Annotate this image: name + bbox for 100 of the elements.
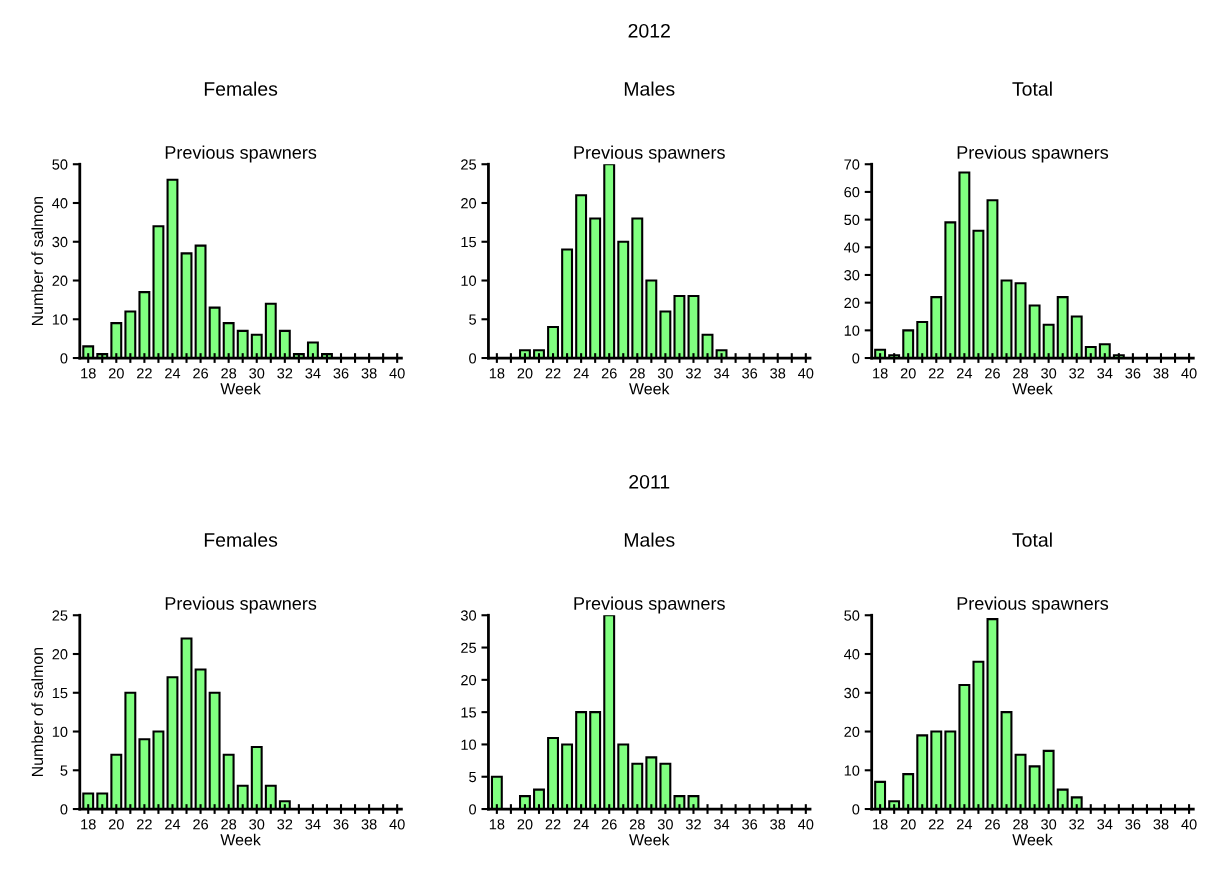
x-tick-label: 26 — [985, 819, 1000, 830]
y-tick-label: 50 — [844, 214, 860, 226]
x-tick-label: 34 — [305, 368, 321, 379]
chart-title: Females — [204, 532, 278, 547]
y-tick-label: 10 — [844, 765, 860, 776]
y-tick-label: 20 — [52, 275, 68, 286]
y-tick-label: 70 — [844, 159, 860, 170]
y-tick-label: 40 — [844, 649, 860, 660]
chart-subtitle: Previous spawners — [165, 596, 317, 614]
y-tick-label: 20 — [52, 649, 68, 660]
chart-title: Females — [204, 81, 278, 96]
x-axis-title: Week — [220, 833, 261, 846]
chart-subtitle: Previous spawners — [574, 596, 725, 614]
x-tick-label: 18 — [81, 368, 96, 379]
x-tick-label: 38 — [770, 368, 786, 379]
x-tick-label: 22 — [928, 368, 944, 379]
x-tick-label: 36 — [1125, 819, 1141, 830]
x-tick-label: 24 — [957, 819, 973, 830]
x-tick-label: 20 — [517, 819, 533, 830]
x-tick-label: 20 — [900, 819, 916, 830]
x-tick-label: 40 — [1181, 368, 1197, 379]
x-tick-label: 26 — [601, 819, 617, 830]
chart-title: Males — [624, 532, 675, 547]
x-tick-label: 30 — [249, 819, 265, 830]
x-tick-label: 30 — [1041, 368, 1057, 379]
x-tick-label: 24 — [957, 368, 973, 379]
x-tick-label: 26 — [985, 368, 1000, 379]
chart-title: Males — [624, 81, 675, 96]
x-tick-label: 34 — [1097, 819, 1113, 830]
chart-subtitle: Previous spawners — [574, 145, 725, 163]
chart-subtitle: Previous spawners — [957, 145, 1109, 163]
x-tick-label: 32 — [277, 819, 293, 830]
x-tick-label: 18 — [873, 819, 888, 830]
y-axis-title: Number of salmon — [31, 647, 44, 777]
x-tick-label: 34 — [1097, 368, 1113, 379]
x-tick-label: 38 — [361, 819, 377, 830]
x-tick-label: 38 — [361, 368, 377, 379]
x-tick-label: 24 — [165, 819, 181, 830]
chart-title: Total — [1012, 532, 1052, 547]
x-tick-label: 22 — [137, 368, 152, 379]
x-tick-label: 38 — [1153, 819, 1169, 830]
x-tick-label: 36 — [742, 368, 758, 379]
chart-subtitle: Previous spawners — [957, 596, 1109, 614]
x-tick-label: 30 — [1041, 819, 1057, 830]
y-tick-label: 10 — [461, 739, 477, 750]
x-tick-label: 28 — [221, 819, 237, 830]
x-tick-label: 32 — [1069, 819, 1085, 830]
y-tick-label: 15 — [52, 688, 68, 699]
x-tick-label: 36 — [333, 368, 349, 379]
x-axis-title: Week — [1012, 833, 1053, 846]
y-tick-label: 50 — [52, 159, 68, 170]
y-tick-label: 40 — [52, 198, 68, 209]
y-tick-label: 10 — [461, 275, 477, 286]
y-tick-label: 10 — [844, 325, 860, 336]
x-tick-label: 22 — [545, 368, 561, 379]
x-tick-label: 18 — [81, 819, 96, 830]
x-tick-label: 28 — [629, 819, 645, 830]
x-tick-label: 32 — [1069, 368, 1085, 379]
x-tick-label: 38 — [770, 819, 786, 830]
x-axis-title: Week — [220, 382, 261, 395]
chart-subtitle: Previous spawners — [165, 145, 317, 163]
x-tick-label: 40 — [1181, 819, 1197, 830]
x-axis-title: Week — [1012, 382, 1053, 395]
x-tick-label: 40 — [798, 368, 814, 379]
x-tick-label: 26 — [193, 819, 209, 830]
chart-title: Total — [1012, 81, 1052, 96]
x-tick-label: 18 — [489, 368, 505, 379]
x-tick-label: 34 — [714, 819, 730, 830]
x-tick-label: 34 — [714, 368, 730, 379]
x-tick-label: 28 — [221, 368, 237, 379]
y-tick-label: 30 — [844, 270, 860, 281]
y-tick-label: 50 — [844, 610, 860, 621]
text: 2011 — [629, 474, 670, 489]
y-tick-label: 0 — [852, 353, 860, 364]
x-tick-label: 22 — [137, 819, 152, 830]
x-tick-label: 32 — [685, 368, 701, 379]
y-tick-label: 15 — [461, 237, 477, 248]
y-tick-label: 20 — [461, 674, 477, 686]
y-tick-label: 30 — [844, 687, 860, 699]
y-tick-label: 20 — [844, 726, 860, 737]
y-tick-label: 0 — [469, 353, 477, 364]
y-tick-label: 15 — [461, 707, 477, 718]
x-tick-label: 24 — [573, 819, 589, 830]
x-axis-title: Week — [629, 833, 670, 846]
y-tick-label: 0 — [60, 804, 68, 815]
x-tick-label: 36 — [1125, 368, 1141, 379]
x-tick-label: 22 — [928, 819, 944, 830]
x-tick-label: 40 — [798, 819, 814, 830]
y-tick-label: 25 — [461, 642, 477, 653]
x-tick-label: 36 — [742, 819, 758, 830]
x-tick-label: 22 — [545, 819, 561, 830]
x-tick-label: 20 — [108, 368, 124, 379]
y-tick-label: 25 — [52, 610, 68, 621]
x-tick-label: 40 — [389, 819, 405, 830]
x-tick-label: 28 — [1013, 368, 1029, 379]
x-tick-label: 18 — [873, 368, 888, 379]
y-tick-label: 0 — [852, 804, 860, 815]
y-tick-label: 0 — [469, 804, 477, 815]
x-tick-label: 32 — [685, 819, 701, 830]
x-tick-label: 26 — [193, 368, 209, 379]
